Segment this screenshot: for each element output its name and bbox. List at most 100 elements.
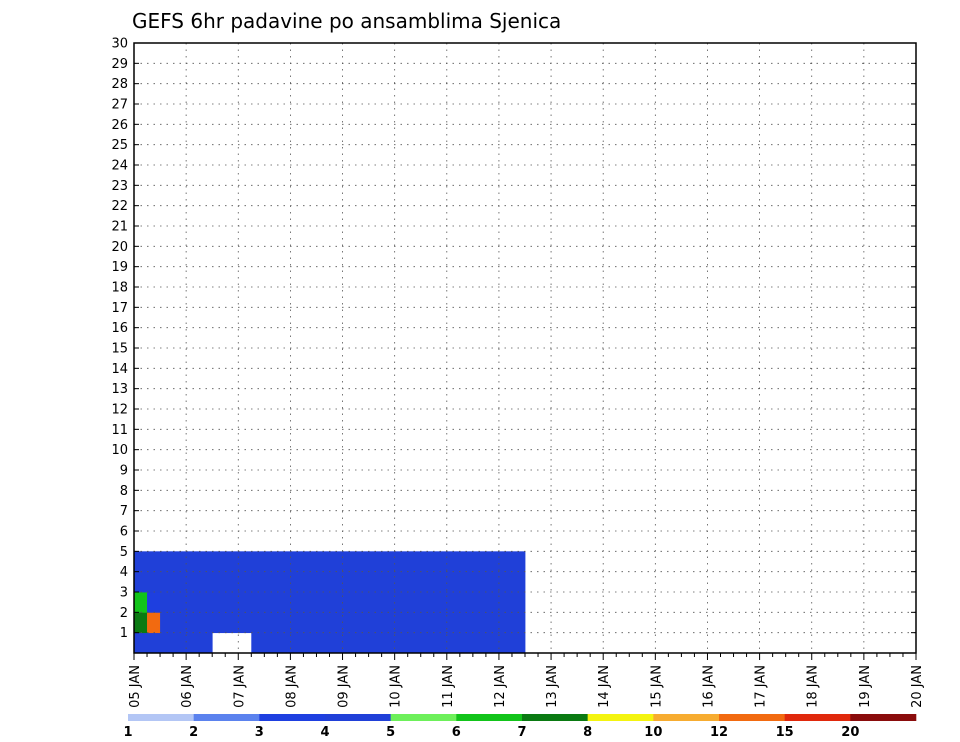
heatmap-cell [407,612,422,634]
heatmap-cell [251,571,265,593]
heatmap-cell [342,612,356,634]
heatmap-cell [498,551,513,573]
y-tick-label: 13 [111,382,128,397]
heatmap-cell [277,551,291,573]
heatmap-cell [303,551,317,573]
heatmap-cell [355,551,369,573]
heatmap-cell [303,571,317,593]
heatmap-cell [173,632,187,654]
heatmap-cell [420,612,435,634]
heatmap-cell [134,632,148,654]
heatmap-cell [485,632,500,654]
heatmap-cell [459,592,474,613]
heatmap-cell [381,571,396,593]
heatmap-cell [407,632,422,654]
heatmap-cell [407,592,422,613]
heatmap-cell [329,551,343,573]
heatmap-cell [394,571,409,593]
y-tick-label: 21 [111,220,128,235]
legend-swatch [587,714,654,721]
heatmap-cell [394,551,409,573]
heatmap-cell [290,551,304,573]
y-tick-label: 2 [120,606,128,621]
heatmap-cell [420,551,435,573]
heatmap-cell [355,571,369,593]
heatmap-cell [303,592,317,613]
heatmap-cell [173,551,187,573]
heatmap-cell [160,571,174,593]
heatmap-cell [342,551,356,573]
heatmap-cell [368,632,383,654]
heatmap-cell [342,571,356,593]
x-tick-label: 15 JAN [649,665,664,708]
chart-title: GEFS 6hr padavine po ansamblima Sjenica [132,9,561,33]
heatmap-cell [251,551,265,573]
heatmap-cell [134,551,148,573]
color-legend: 1 2 3 4 5 6 7 8 10 12 15 20 [123,714,917,740]
heatmap-cell [485,551,500,573]
heatmap-cell [238,592,252,613]
heatmap-cell [498,592,513,613]
heatmap-cell [433,632,448,654]
heatmap-cell [368,551,383,573]
x-tick-label: 11 JAN [441,665,456,708]
heatmap-cell [303,632,317,654]
heatmap-cell [433,592,448,613]
heatmap-cell [264,632,278,654]
heatmap-cell [485,612,500,634]
heatmap-cell [329,592,343,613]
heatmap-cell [381,632,396,654]
heatmap-cell [290,612,304,634]
heatmap-cell [459,612,474,634]
heatmap-cell [329,571,343,593]
heatmap-cell [173,571,187,593]
heatmap-cell [303,612,317,634]
heatmap-cell [498,632,513,654]
heatmap-cell [459,632,474,654]
y-tick-label: 28 [111,77,128,92]
y-axis-ticks: 1234567891011121314151617181920212223242… [111,37,916,641]
heatmap-cell [264,612,278,634]
heatmap-cell [290,592,304,613]
heatmap-cell [381,551,396,573]
heatmap-cell [290,571,304,593]
heatmap-cell [147,551,161,573]
heatmap-cell [329,612,343,634]
heatmap-cell [329,632,343,654]
y-tick-label: 12 [111,403,128,418]
heatmap-cell [186,592,200,613]
heatmap-cell [212,571,226,593]
legend-swatch [390,714,457,721]
x-tick-label: 14 JAN [597,665,612,708]
legend-label: 6 [452,725,461,740]
x-tick-label: 13 JAN [545,665,560,708]
heatmap-cell [394,612,409,634]
x-tick-label: 16 JAN [701,665,716,708]
heatmap-cell [511,551,526,573]
heatmap-cell [485,571,500,593]
legend-label: 1 [123,725,132,740]
heatmap-cell [199,551,213,573]
heatmap-cell [160,551,174,573]
heatmap-cell [433,612,448,634]
heatmap-cell [316,571,330,593]
legend-swatch [325,714,391,721]
heatmap-cell [225,551,239,573]
heatmap-cell [511,592,526,613]
x-tick-label: 12 JAN [493,665,508,708]
heatmap-cell [472,612,487,634]
heatmap-cell [446,571,461,593]
heatmap-cell [368,592,383,613]
heatmap-cell [472,571,487,593]
heatmap-cell [472,551,487,573]
y-tick-label: 29 [111,57,128,72]
legend-label: 8 [583,725,592,740]
heatmap-cell [199,592,213,613]
legend-swatch [259,714,326,721]
y-tick-label: 3 [120,586,128,601]
heatmap-cell [381,592,396,613]
heatmap-cell [433,571,448,593]
heatmap-cell [212,592,226,613]
heatmap-cell [433,551,448,573]
x-tick-label: 20 JAN [910,665,925,708]
